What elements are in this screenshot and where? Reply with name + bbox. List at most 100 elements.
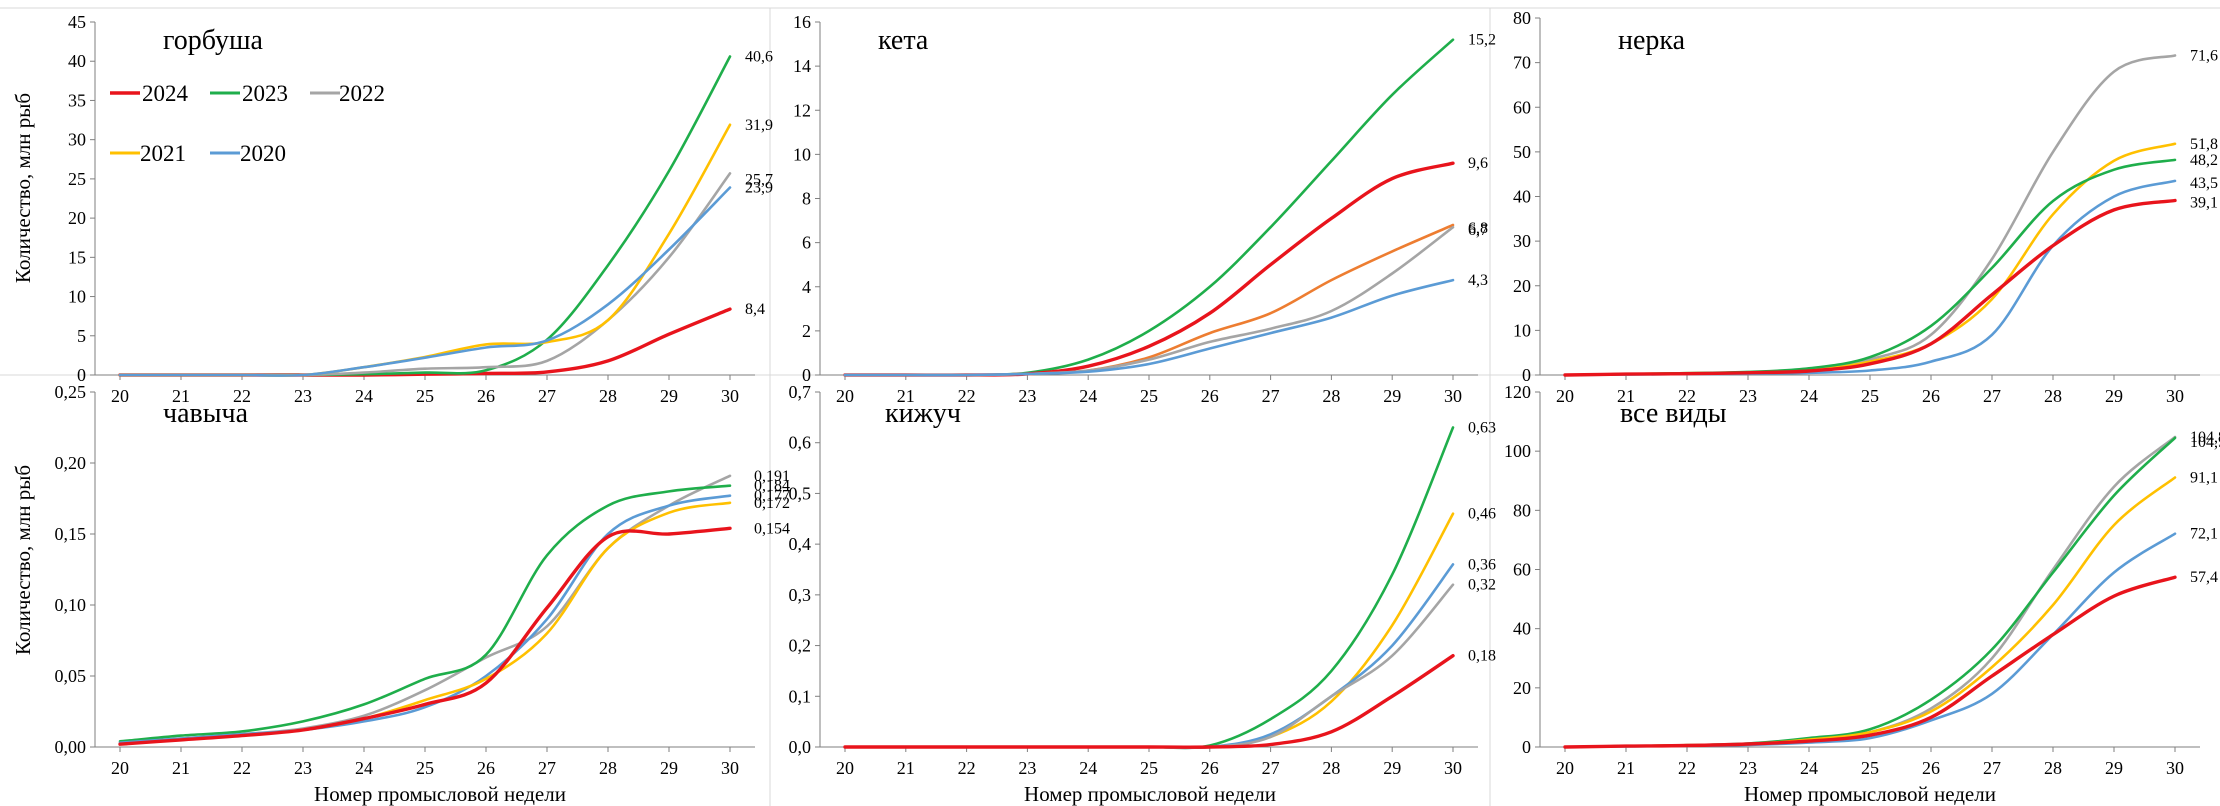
x-tick-label: 29 — [1383, 386, 1401, 406]
y-tick-label: 40 — [1513, 187, 1531, 207]
y-tick-label: 0 — [1522, 737, 1531, 757]
x-tick-label: 24 — [1079, 386, 1097, 406]
end-value-label: 23,9 — [745, 180, 773, 197]
x-tick-label: 26 — [477, 386, 495, 406]
series-line-2023 — [1563, 436, 2177, 749]
y-tick-label: 14 — [793, 56, 811, 76]
y-tick-label: 100 — [1504, 441, 1531, 461]
y-tick-label: 0,05 — [55, 666, 87, 686]
y-tick-label: 10 — [1513, 320, 1531, 340]
x-tick-label: 27 — [1262, 386, 1280, 406]
x-tick-label: 26 — [1201, 758, 1219, 778]
series-line-2024 — [118, 526, 732, 746]
y-tick-label: 80 — [1513, 8, 1531, 28]
x-tick-label: 20 — [1556, 386, 1574, 406]
y-axis-label-top: Количество, млн рыб — [11, 93, 35, 283]
x-tick-label: 25 — [416, 386, 434, 406]
x-tick-label: 21 — [172, 758, 190, 778]
series-line-2024 — [843, 161, 1455, 377]
y-tick-label: 0 — [1522, 365, 1531, 385]
x-axis-label-2: Номер промысловой недели — [1024, 782, 1276, 806]
x-tick-label: 23 — [294, 758, 312, 778]
end-value-label: 51,8 — [2190, 136, 2218, 153]
x-tick-label: 27 — [1262, 758, 1280, 778]
y-tick-label: 60 — [1513, 560, 1531, 580]
x-tick-label: 26 — [477, 758, 495, 778]
series-line-2020 — [843, 563, 1455, 750]
y-tick-label: 16 — [793, 12, 811, 32]
y-tick-label: 70 — [1513, 53, 1531, 73]
panel-title: все виды — [1620, 398, 1727, 429]
legend-label-2021: 2021 — [140, 141, 186, 166]
x-tick-label: 27 — [1983, 386, 2001, 406]
end-value-label: 0,46 — [1468, 506, 1496, 523]
panel-title: горбуша — [163, 25, 264, 56]
y-tick-label: 45 — [68, 12, 86, 32]
end-value-label: 31,9 — [745, 117, 773, 134]
x-tick-label: 25 — [1861, 386, 1879, 406]
y-tick-label: 20 — [1513, 276, 1531, 296]
x-tick-label: 25 — [1140, 758, 1158, 778]
series-line-2023 — [118, 55, 732, 377]
x-tick-label: 20 — [836, 386, 854, 406]
x-tick-label: 22 — [958, 386, 976, 406]
y-tick-label: 20 — [68, 208, 86, 228]
end-value-label: 6,8 — [1468, 220, 1488, 237]
x-tick-label: 23 — [1018, 386, 1036, 406]
series-line-2023 — [118, 484, 732, 743]
legend-label-2024: 2024 — [142, 81, 189, 106]
x-tick-label: 30 — [2166, 758, 2184, 778]
x-tick-label: 30 — [721, 386, 739, 406]
x-tick-label: 22 — [233, 758, 251, 778]
y-tick-label: 60 — [1513, 97, 1531, 117]
y-tick-label: 15 — [68, 247, 86, 267]
x-tick-label: 21 — [897, 386, 915, 406]
x-tick-label: 24 — [1079, 758, 1097, 778]
end-value-label: 6,7 — [1468, 222, 1488, 239]
x-tick-label: 29 — [660, 386, 678, 406]
y-tick-label: 35 — [68, 90, 86, 110]
y-tick-label: 0,1 — [789, 686, 812, 706]
y-tick-label: 0,6 — [789, 433, 812, 453]
end-value-label: 0,32 — [1468, 577, 1496, 594]
y-tick-label: 40 — [1513, 619, 1531, 639]
series-line-2024 — [843, 654, 1455, 749]
end-value-label: 57,4 — [2190, 569, 2218, 586]
x-tick-label: 29 — [1383, 758, 1401, 778]
x-tick-label: 25 — [1140, 386, 1158, 406]
x-tick-label: 28 — [599, 386, 617, 406]
x-tick-label: 22 — [958, 758, 976, 778]
x-tick-label: 28 — [599, 758, 617, 778]
end-value-label: 48,2 — [2190, 152, 2218, 169]
x-tick-label: 21 — [897, 758, 915, 778]
series-line-2022 — [118, 172, 732, 377]
end-value-label: 0,184 — [754, 478, 790, 495]
x-axis-label-3: Номер промысловой недели — [1744, 782, 1996, 806]
end-value-label: 15,2 — [1468, 32, 1496, 49]
series-line-2024 — [1563, 575, 2177, 749]
y-tick-label: 0,20 — [55, 453, 87, 473]
series-line-2020 — [1563, 179, 2177, 377]
x-tick-label: 23 — [1739, 758, 1757, 778]
x-tick-label: 27 — [538, 386, 556, 406]
x-tick-label: 30 — [721, 758, 739, 778]
y-tick-label: 10 — [68, 287, 86, 307]
y-tick-label: 10 — [793, 144, 811, 164]
x-tick-label: 24 — [1800, 758, 1818, 778]
y-tick-label: 0,7 — [789, 382, 812, 402]
y-tick-label: 80 — [1513, 500, 1531, 520]
x-tick-label: 28 — [1322, 386, 1340, 406]
x-tick-label: 25 — [1861, 758, 1879, 778]
series-line-2022 — [1563, 435, 2177, 749]
x-tick-label: 24 — [355, 386, 373, 406]
x-tick-label: 21 — [1617, 758, 1635, 778]
end-value-label: 71,6 — [2190, 47, 2218, 64]
x-tick-label: 28 — [1322, 758, 1340, 778]
x-tick-label: 20 — [1556, 758, 1574, 778]
panel-title: кижуч — [885, 398, 961, 429]
x-axis-label-1: Номер промысловой недели — [314, 782, 566, 806]
legend-label-2023: 2023 — [242, 81, 288, 106]
series-line-2021 — [1563, 142, 2177, 377]
end-value-label: 0,172 — [754, 495, 790, 512]
